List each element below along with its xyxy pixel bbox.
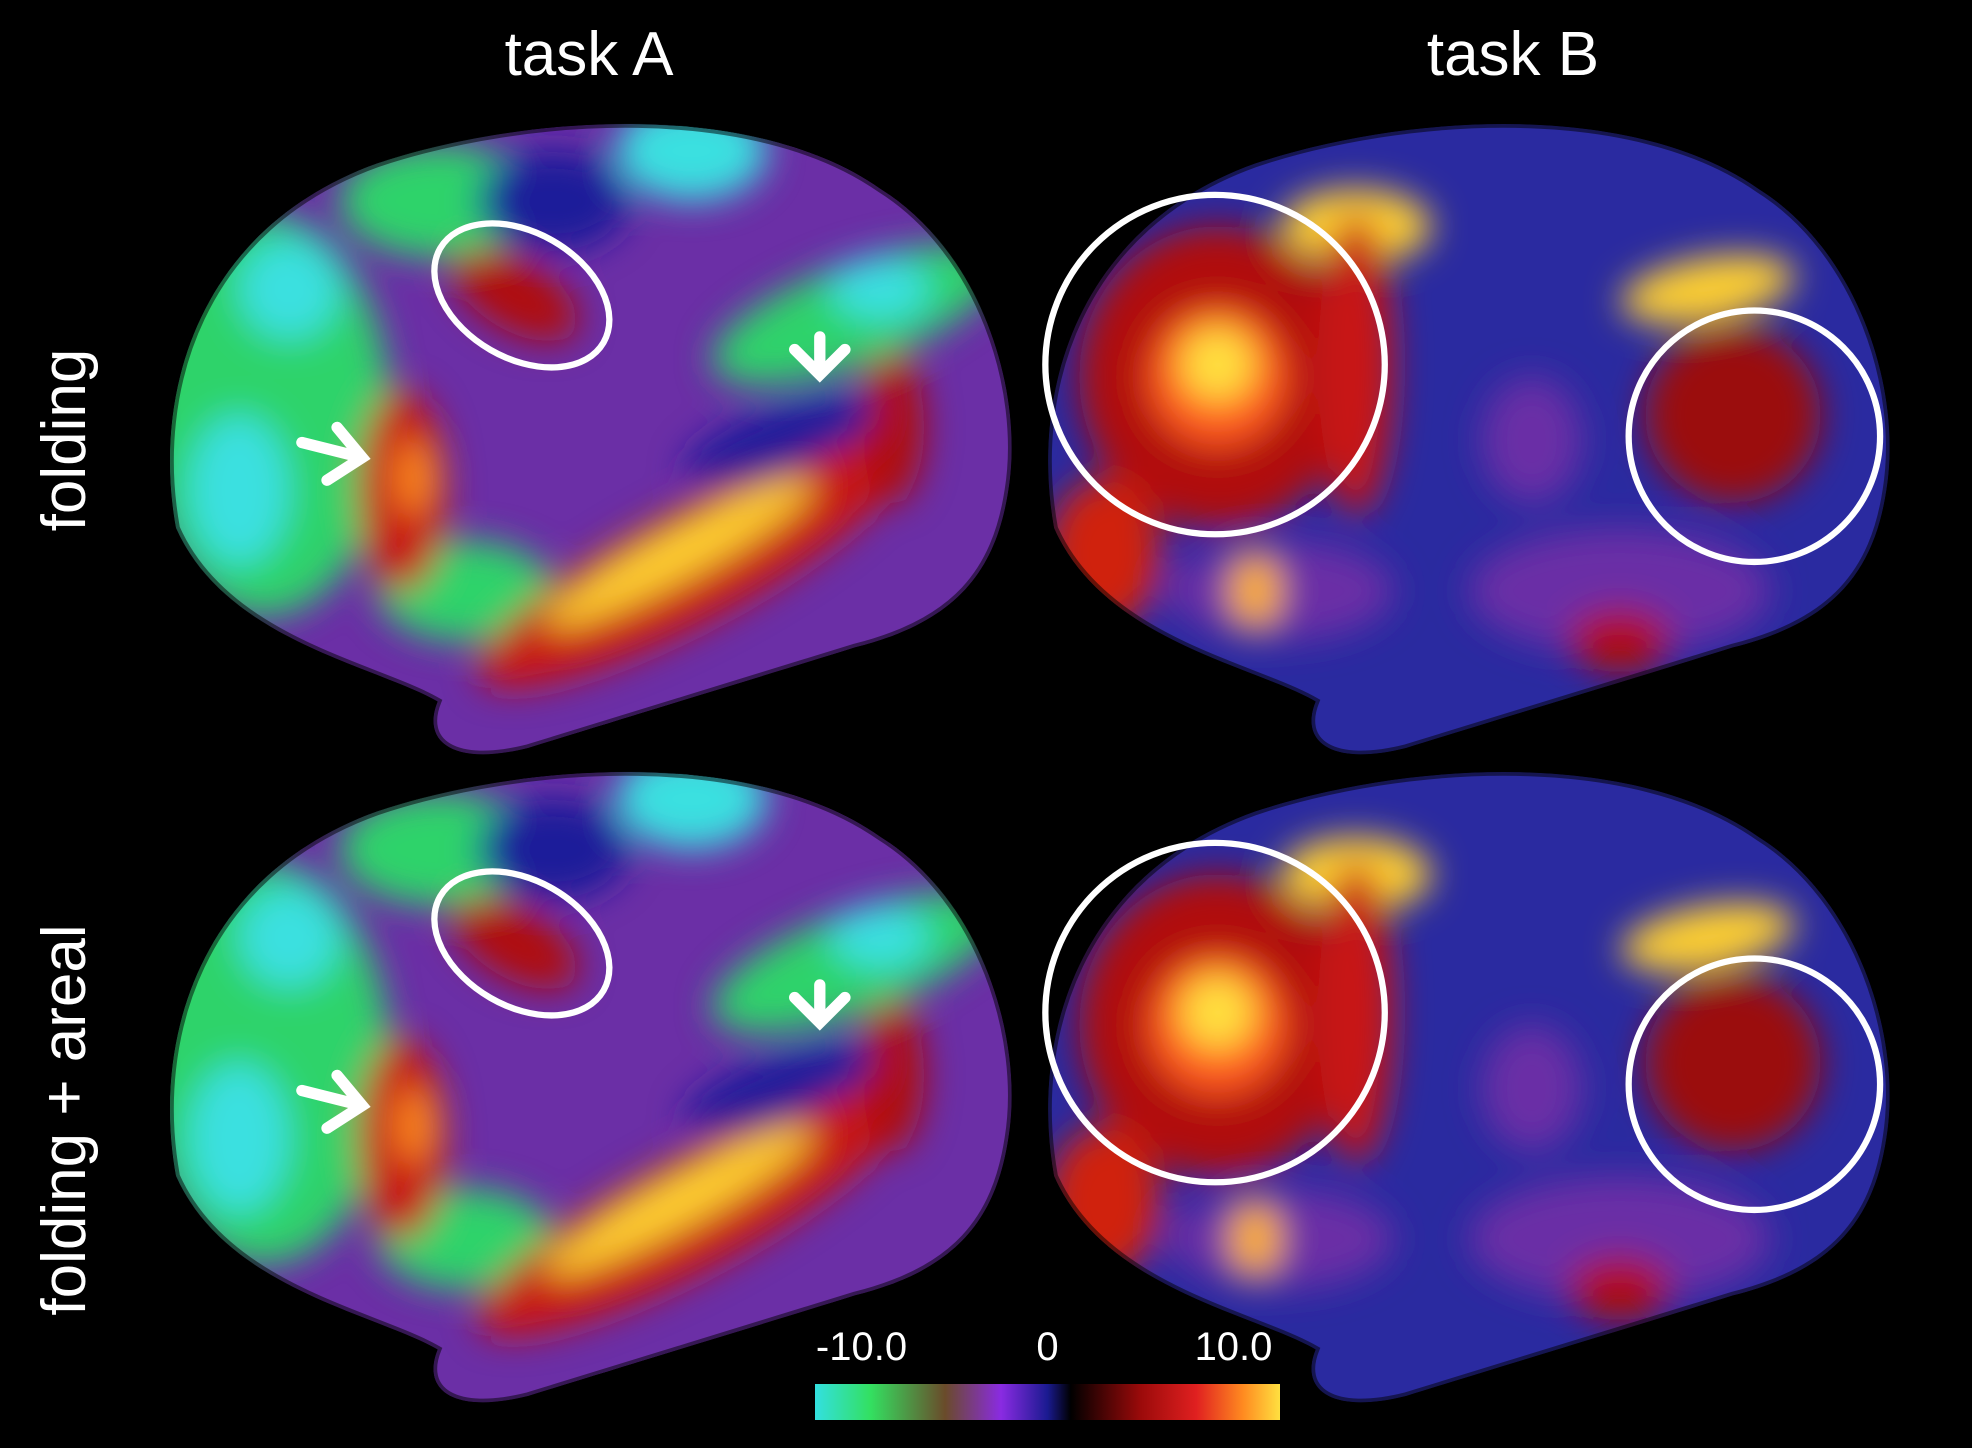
colorbar-tick-label: 0 (1036, 1325, 1058, 1369)
brain-surface (138, 101, 1014, 755)
colorbar (815, 1384, 1280, 1420)
column-title: task B (1427, 20, 1599, 89)
brain-surface (1045, 772, 1889, 1402)
brain-surface (138, 749, 1014, 1403)
row-label: folding + areal (30, 924, 99, 1315)
brain-surface (1045, 124, 1889, 754)
column-title: task A (505, 20, 675, 89)
colorbar-tick-label: 10.0 (1195, 1325, 1273, 1369)
colorbar-tick-label: -10.0 (816, 1325, 907, 1369)
row-label: folding (30, 349, 99, 532)
